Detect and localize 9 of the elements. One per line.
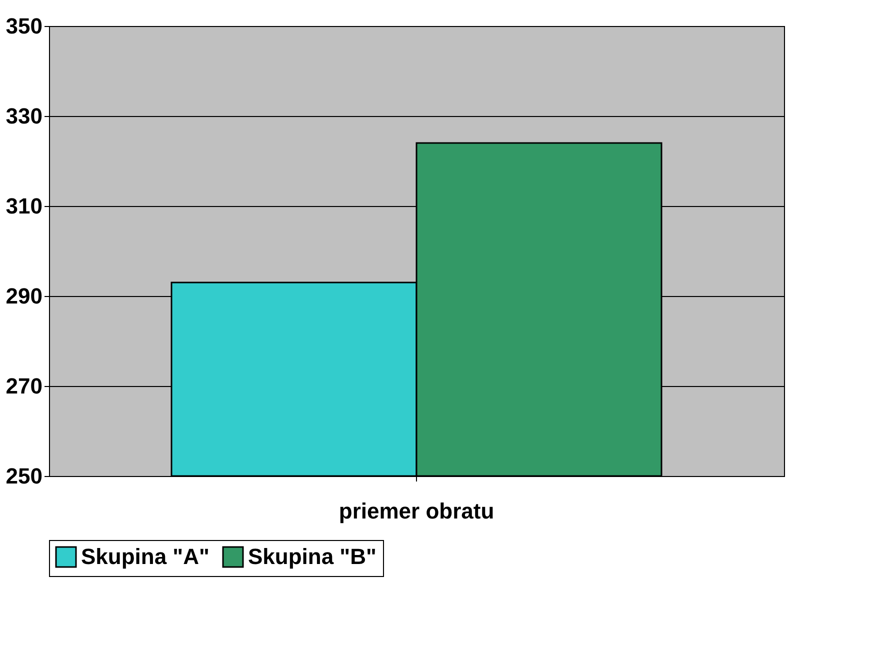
legend-label: Skupina "A" — [81, 544, 210, 569]
y-tick-label: 290 — [6, 284, 42, 308]
y-tick-label: 330 — [6, 104, 42, 128]
y-tick-label: 250 — [6, 464, 42, 488]
y-tick-label: 350 — [6, 14, 42, 38]
x-tick-label: priemer obratu — [338, 498, 494, 524]
y-tick-label: 310 — [6, 194, 42, 218]
y-tick-label: 270 — [6, 374, 42, 398]
legend-label: Skupina "B" — [248, 544, 376, 569]
